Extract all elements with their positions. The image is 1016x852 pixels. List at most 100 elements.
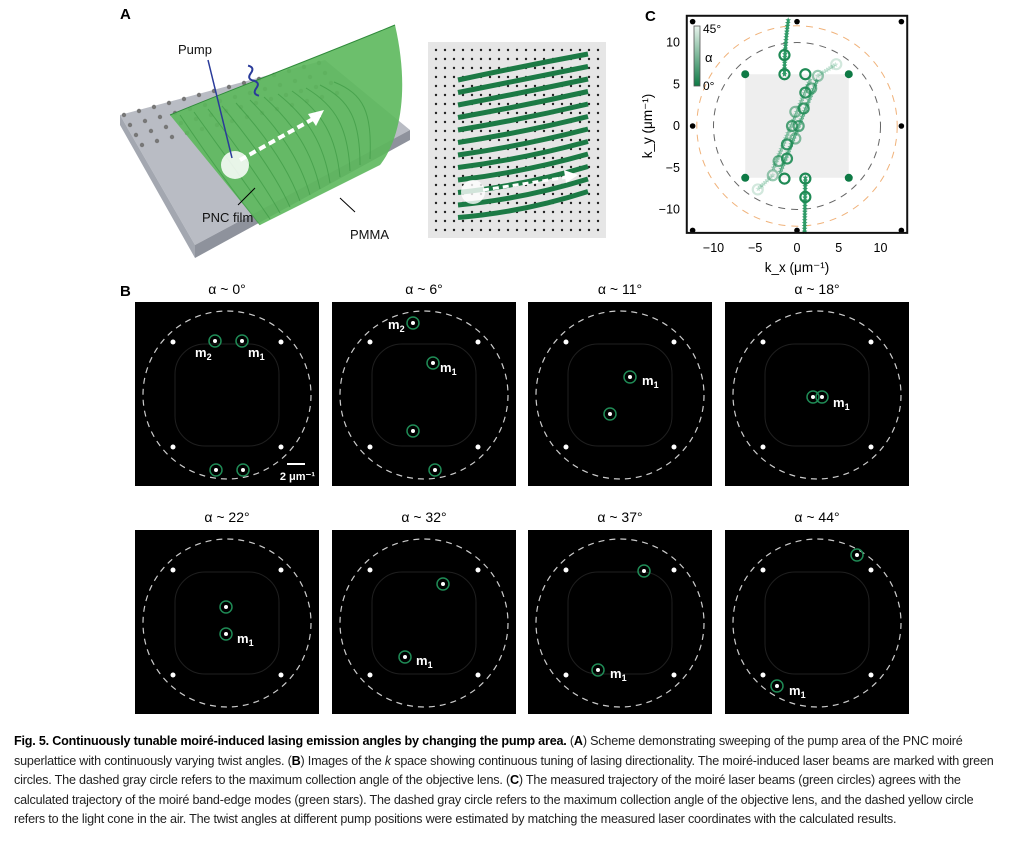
lattice-dot [461, 228, 465, 232]
pillar [241, 80, 247, 86]
pillar [163, 124, 169, 130]
caption-text-b2: space showing continuous tuning of lasin… [14, 753, 994, 788]
lattice-dot [434, 156, 438, 160]
pillar [181, 96, 187, 102]
bright-spot [475, 444, 481, 450]
lattice-dot [434, 93, 438, 97]
lattice-dot [434, 147, 438, 151]
lattice-dot [587, 219, 591, 223]
lattice-dot [524, 84, 528, 88]
lattice-dot [587, 120, 591, 124]
lattice-dot [569, 138, 573, 142]
lattice-dot [452, 147, 456, 151]
caption-text-b: ) Images of the [300, 753, 385, 768]
lattice-dot [470, 156, 474, 160]
lattice-point [794, 18, 800, 25]
background [528, 530, 712, 714]
lattice-dot [560, 138, 564, 142]
lattice-point [689, 123, 696, 129]
lattice-dot [551, 129, 555, 133]
lattice-dot [452, 84, 456, 88]
lattice-dot [560, 228, 564, 232]
lattice-dot [488, 75, 492, 79]
caption-text-c: ) The measured trajectory of the moiré l… [14, 773, 974, 827]
lattice-dot [443, 147, 447, 151]
lattice-dot [452, 102, 456, 106]
lattice-dot [524, 147, 528, 151]
pump-label: Pump [178, 42, 212, 57]
x-tick-label: −10 [703, 241, 724, 255]
lattice-dot [569, 165, 573, 169]
mode-m1-label: m1 [237, 631, 254, 648]
lattice-dot [551, 183, 555, 187]
grating-line [457, 51, 589, 83]
star-mark [784, 25, 790, 32]
lattice-dot [569, 219, 573, 223]
lattice-dot [542, 147, 546, 151]
lattice-dot [506, 219, 510, 223]
lattice-dot [434, 120, 438, 124]
lattice-dot [461, 120, 465, 124]
bright-spot [278, 444, 284, 450]
mode-index: 1 [428, 660, 433, 670]
star-mark [821, 68, 828, 75]
lattice-dot [596, 102, 600, 106]
lattice-dot [587, 210, 591, 214]
measured-beam-circle [766, 169, 779, 182]
grating-line [457, 76, 589, 108]
bright-spot [170, 444, 176, 450]
bright-spot [868, 444, 874, 450]
k-space-title: α ~ 18° [794, 281, 840, 297]
lattice-dot [551, 228, 555, 232]
lattice-dot [551, 219, 555, 223]
lattice-dot [434, 174, 438, 178]
laser-spot [241, 468, 245, 472]
lattice-dot [542, 183, 546, 187]
laser-spot [431, 361, 435, 365]
bright-spot [563, 444, 569, 450]
lattice-dot [452, 48, 456, 52]
film-row [277, 93, 331, 184]
lattice-dot [587, 147, 591, 151]
grating-line [457, 89, 589, 120]
star-mark [795, 124, 801, 131]
lattice-dot [443, 66, 447, 70]
star-mark [826, 65, 832, 72]
lattice-dot [524, 57, 528, 61]
star-mark [784, 132, 790, 139]
lattice-dot [443, 210, 447, 214]
grating-line [457, 151, 589, 183]
panel-a-label: A [120, 6, 131, 23]
lattice-dot [488, 165, 492, 169]
pillar [169, 134, 175, 140]
collection-angle-circle [142, 538, 312, 708]
lattice-dot [515, 138, 519, 142]
lattice-point [898, 18, 905, 25]
star-mark [757, 184, 763, 190]
lattice-dot [488, 57, 492, 61]
star-mark [781, 59, 788, 66]
lattice-dot [551, 75, 555, 79]
mode-m1-label: m1 [610, 666, 627, 683]
lattice-dot [506, 75, 510, 79]
lattice-dot [551, 93, 555, 97]
star-mark [777, 168, 784, 175]
grating-line [457, 64, 589, 95]
lattice-dot [443, 174, 447, 178]
lattice-dot [443, 156, 447, 160]
mode-m2-label: m2 [388, 317, 405, 334]
laser-spot [596, 668, 600, 672]
lattice-point [689, 18, 696, 25]
caption-ref-b: B [291, 753, 301, 768]
y-tick-label: −5 [666, 161, 680, 175]
mode-letter: m [416, 653, 428, 668]
lattice-dot [461, 48, 465, 52]
figure-caption: Fig. 5. Continuously tunable moiré-induc… [14, 732, 1006, 830]
lattice-dot [569, 48, 573, 52]
laser-spot [403, 655, 407, 659]
k-space-image: m1 [528, 530, 712, 714]
star-mark [802, 211, 808, 218]
lattice-dot [551, 192, 555, 196]
lattice-dot [578, 138, 582, 142]
star-mark [766, 175, 772, 182]
